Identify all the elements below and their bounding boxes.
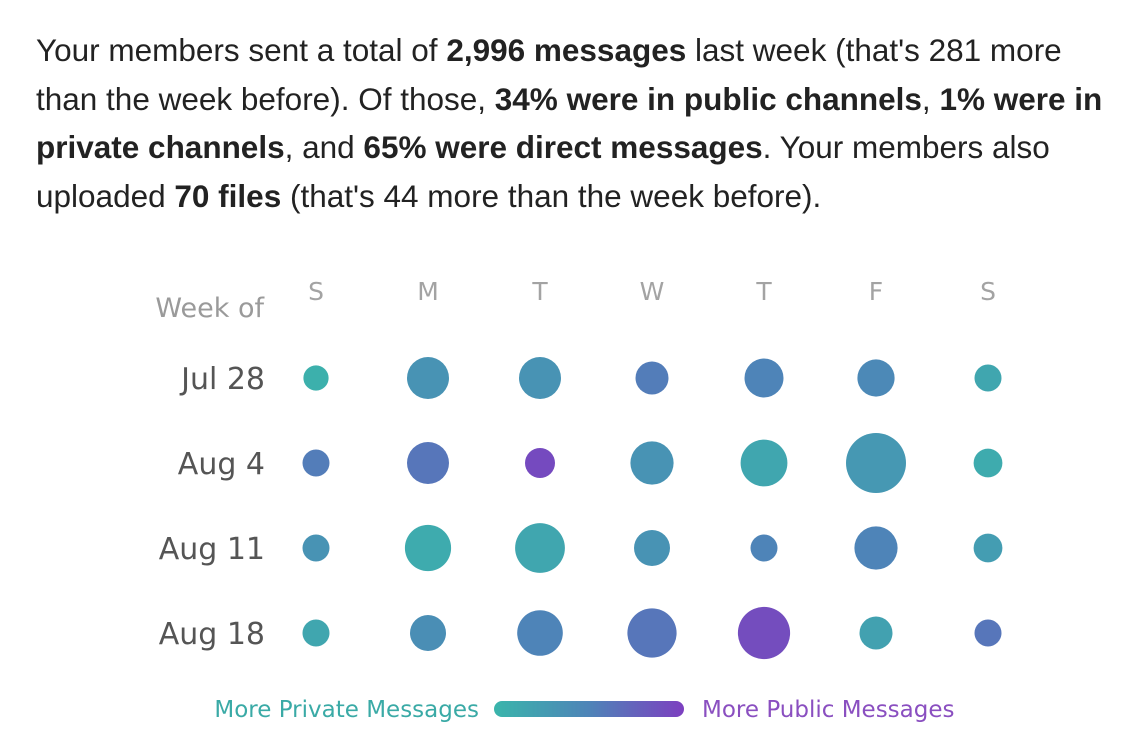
summary-private-pct: 1% were in private channels <box>36 80 1103 166</box>
activity-dot-1-2 <box>525 448 555 478</box>
activity-dot-2-4 <box>750 534 778 562</box>
activity-dot-3-5 <box>859 616 893 650</box>
summary-messages-total: 2,996 messages <box>446 32 687 68</box>
activity-dot-1-6 <box>973 448 1003 478</box>
day-label-5: F <box>869 277 883 306</box>
summary-part-4: , and <box>284 129 364 165</box>
activity-dot-3-2 <box>517 610 563 656</box>
activity-dot-0-0 <box>303 365 329 391</box>
week-label-0: Jul 28 <box>179 362 265 397</box>
summary-files-count: 70 files <box>174 177 282 214</box>
activity-dot-3-3 <box>627 608 677 658</box>
activity-dot-1-3 <box>630 441 674 485</box>
summary-text: Your members sent a total of 2,996 messa… <box>36 26 1116 220</box>
activity-dot-0-1 <box>407 357 449 399</box>
summary-part-2: last week (that's 281 more than the week… <box>36 32 1062 117</box>
legend-public-label: More Public Messages <box>702 697 955 723</box>
activity-dot-3-4 <box>737 606 791 660</box>
day-label-0: S <box>308 277 324 306</box>
summary-part-3: , <box>921 80 940 117</box>
activity-dot-0-6 <box>974 364 1002 392</box>
activity-dot-2-2 <box>515 523 565 573</box>
summary-dm-pct: 65% were direct messages <box>363 129 763 165</box>
activity-dot-3-1 <box>410 615 446 651</box>
activity-dot-2-0 <box>302 534 330 562</box>
activity-dot-0-2 <box>519 357 561 399</box>
activity-dot-0-5 <box>857 359 895 397</box>
legend-gradient-bar <box>494 701 684 717</box>
day-label-6: S <box>980 277 996 306</box>
activity-dot-1-1 <box>407 442 449 484</box>
activity-dot-1-4 <box>740 439 788 487</box>
week-label-2: Aug 11 <box>159 532 265 567</box>
summary-part-6: (that's 44 more than the week before). <box>281 177 822 214</box>
activity-dot-0-3 <box>635 361 669 395</box>
summary-part-5: . Your members also uploaded <box>36 129 1050 214</box>
day-label-3: W <box>640 277 665 306</box>
activity-dot-2-3 <box>634 530 670 566</box>
activity-dot-3-0 <box>302 619 330 647</box>
week-label-1: Aug 4 <box>178 447 265 482</box>
summary-public-pct: 34% were in public channels <box>494 80 922 117</box>
activity-dot-2-5 <box>854 526 898 570</box>
row-header-week-of: Week of <box>155 293 265 324</box>
activity-dot-2-6 <box>973 533 1003 563</box>
legend-private-label: More Private Messages <box>214 697 479 723</box>
day-label-2: T <box>531 277 548 306</box>
week-label-3: Aug 18 <box>159 617 265 652</box>
activity-dot-1-5 <box>846 433 906 493</box>
activity-dot-1-0 <box>302 449 330 477</box>
activity-dot-2-1 <box>404 524 452 572</box>
activity-dot-3-6 <box>974 619 1002 647</box>
summary-part-1: Your members sent a total of <box>36 32 447 68</box>
day-label-1: M <box>417 277 439 306</box>
activity-dot-0-4 <box>744 358 784 398</box>
day-label-4: T <box>755 277 772 306</box>
